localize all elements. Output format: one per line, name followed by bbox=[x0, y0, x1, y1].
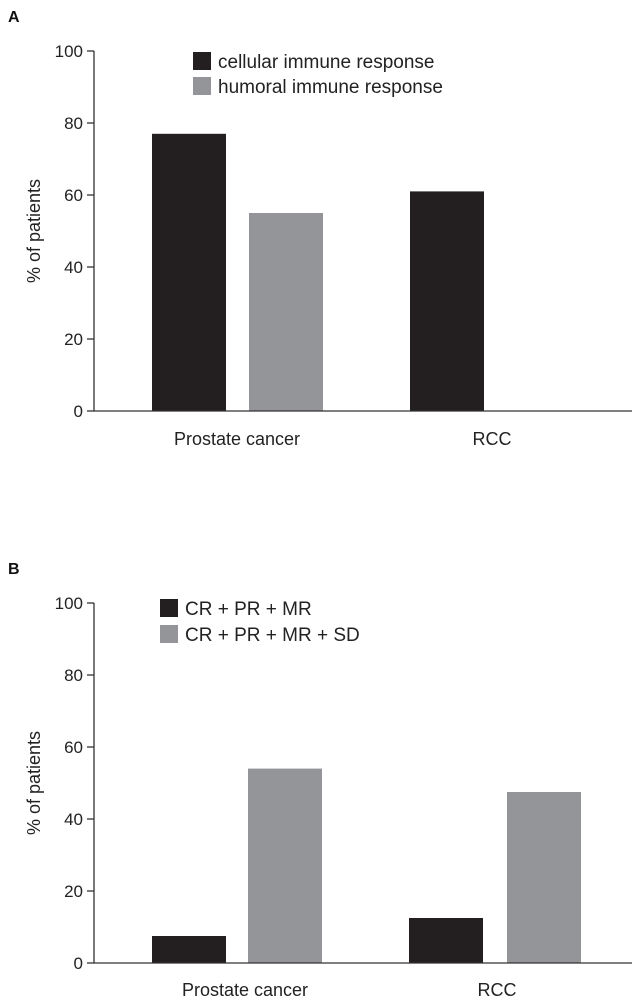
y-tick-label: 60 bbox=[64, 738, 83, 757]
legend-label: CR + PR + MR bbox=[185, 599, 312, 620]
bar bbox=[152, 133, 226, 412]
y-tick-label: 40 bbox=[64, 258, 83, 277]
y-axis-title: % of patients bbox=[24, 179, 44, 283]
y-axis-title: % of patients bbox=[24, 731, 44, 835]
y-tick-label: 100 bbox=[55, 594, 83, 613]
legend-swatch bbox=[160, 599, 178, 617]
legend-label: humoral immune response bbox=[218, 77, 443, 98]
bar bbox=[410, 191, 484, 411]
y-tick-label: 20 bbox=[64, 330, 83, 349]
x-category-label: RCC bbox=[478, 980, 517, 1000]
bar bbox=[249, 213, 323, 411]
y-tick-label: 80 bbox=[64, 666, 83, 685]
legend-swatch bbox=[160, 625, 178, 643]
y-tick-label: 0 bbox=[74, 402, 83, 421]
bar bbox=[152, 936, 226, 963]
y-tick-label: 0 bbox=[74, 954, 83, 973]
bar bbox=[507, 792, 581, 963]
legend-swatch bbox=[193, 77, 211, 95]
legend: CR + PR + MR CR + PR + MR + SD bbox=[160, 599, 360, 646]
legend-label: CR + PR + MR + SD bbox=[185, 625, 360, 646]
legend: cellular immune response humoral immune r… bbox=[193, 52, 443, 98]
y-tick-label: 20 bbox=[64, 882, 83, 901]
y-tick-label: 40 bbox=[64, 810, 83, 829]
y-tick-label: 100 bbox=[55, 42, 83, 61]
x-category-label: RCC bbox=[473, 429, 512, 449]
bar bbox=[409, 918, 483, 963]
legend-label: cellular immune response bbox=[218, 52, 435, 73]
panel-letter: A bbox=[8, 9, 20, 26]
chart-panel-b: B 0 20 40 60 80 100 Prostate cancer RCC % of pati… bbox=[8, 561, 632, 1000]
legend-swatch bbox=[193, 52, 211, 70]
x-category-label: Prostate cancer bbox=[182, 980, 308, 1000]
panel-letter: B bbox=[8, 561, 20, 578]
y-tick-label: 60 bbox=[64, 186, 83, 205]
y-tick-label: 80 bbox=[64, 114, 83, 133]
bar bbox=[248, 768, 322, 963]
x-category-label: Prostate cancer bbox=[174, 429, 300, 449]
chart-panel-a: A 0 20 40 60 80 100 Prostate cancer RCC % of pati… bbox=[8, 9, 632, 449]
